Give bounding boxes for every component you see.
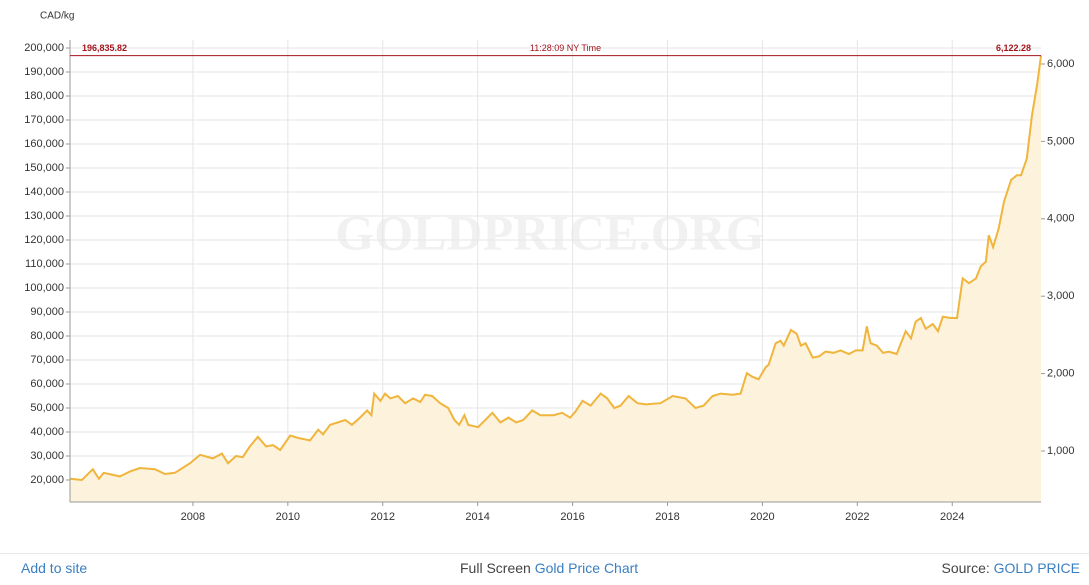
y-tick-label: 130,000 xyxy=(24,210,64,222)
y-tick-label: 180,000 xyxy=(24,90,64,102)
y-tick-label: 160,000 xyxy=(24,138,64,150)
y-tick-label: 100,000 xyxy=(24,282,64,294)
y2-tick-label: 6,000 xyxy=(1047,58,1075,70)
y2-tick-label: 3,000 xyxy=(1047,290,1075,302)
chart-link[interactable]: Gold Price Chart xyxy=(534,560,639,576)
current-time: 11:28:09 NY Time xyxy=(530,43,601,53)
y2-tick-label: 1,000 xyxy=(1047,445,1075,457)
y-tick-label: 170,000 xyxy=(24,114,64,126)
current-price-y2-label: 6,122.28 xyxy=(996,43,1031,53)
y2-tick-label: 5,000 xyxy=(1047,135,1075,147)
footer-center: Full Screen Gold Price Chart xyxy=(460,560,638,576)
y2-tick-label: 4,000 xyxy=(1047,213,1075,225)
y-tick-label: 110,000 xyxy=(25,258,64,270)
area xyxy=(70,55,1041,502)
y-tick-label: 80,000 xyxy=(30,330,64,342)
y-tick-label: 40,000 xyxy=(30,426,64,438)
source-label: Source: xyxy=(941,560,990,576)
x-tick-label: 2022 xyxy=(845,511,869,523)
full-screen: Full Screen xyxy=(460,560,531,576)
add-to-site[interactable]: Add to site xyxy=(21,560,88,576)
y-tick-label: 200,000 xyxy=(24,42,64,54)
y-tick-label: 60,000 xyxy=(30,378,64,390)
chart: CAD/kg GOLDPRICE.ORG 20,000 30,000 40,000 5… xyxy=(24,11,1075,523)
y-tick-label: 90,000 xyxy=(30,306,64,318)
watermark: GOLDPRICE.ORG xyxy=(335,204,764,260)
footer: Add to site Full Screen Gold Price Chart… xyxy=(0,553,1089,585)
y-tick-label: 150,000 xyxy=(24,162,64,174)
x-tick-label: 2014 xyxy=(465,511,489,523)
footer-source: Source: GOLD PRICE xyxy=(942,560,1081,576)
y-tick-label: 20,000 xyxy=(30,474,64,486)
x-tick-label: 2018 xyxy=(655,511,679,523)
y-tick-label: 50,000 xyxy=(30,402,64,414)
x-tick-label: 2020 xyxy=(750,511,774,523)
x-tick-label: 2010 xyxy=(276,511,300,523)
y-tick-label: 30,000 xyxy=(30,450,64,462)
y-tick-label: 70,000 xyxy=(30,354,64,366)
line xyxy=(69,55,1042,482)
y2-tick-label: 2,000 xyxy=(1047,367,1075,379)
y-tick-label: 140,000 xyxy=(24,186,64,198)
x-tick-label: 2016 xyxy=(560,511,584,523)
source-link[interactable]: GOLD PRICE xyxy=(993,560,1080,576)
x-tick-label: 2008 xyxy=(181,511,205,523)
y-tick-label: 190,000 xyxy=(24,66,64,78)
y-tick-label: 120,000 xyxy=(24,234,64,246)
y-unit: CAD/kg xyxy=(40,11,74,22)
x-tick-label: 2024 xyxy=(940,511,964,523)
current-price-label: 196,835.82 xyxy=(82,43,127,53)
x-tick-label: 2012 xyxy=(371,511,395,523)
